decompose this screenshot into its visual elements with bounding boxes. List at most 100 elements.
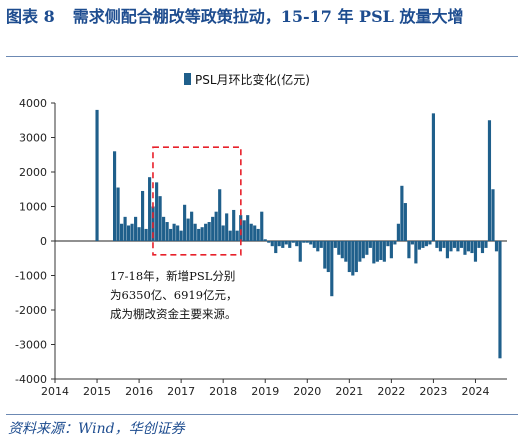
bar (169, 228, 173, 241)
bar (400, 185, 404, 241)
bar (326, 241, 330, 273)
bar (470, 241, 474, 254)
bar (277, 241, 281, 247)
bar (95, 109, 99, 242)
x-tick-label: 2018 (209, 385, 237, 398)
bar (291, 241, 295, 243)
y-tick-label: 2000 (19, 166, 47, 179)
y-tick-label: -2000 (15, 304, 47, 317)
bar (221, 225, 225, 241)
bar (365, 241, 369, 255)
y-tick-label: 4000 (19, 97, 47, 110)
bar (309, 241, 313, 245)
x-tick-label: 2019 (251, 385, 279, 398)
bar (148, 177, 152, 241)
bar (477, 241, 481, 248)
bar (249, 223, 253, 241)
y-tick-label: -1000 (15, 270, 47, 283)
bar (260, 211, 264, 241)
bar (382, 241, 386, 262)
bar (487, 120, 492, 241)
bar (253, 225, 257, 241)
bar (452, 241, 457, 248)
bar (354, 241, 358, 273)
x-tick-label: 2021 (335, 385, 363, 398)
bar (393, 241, 397, 245)
figure-label: 图表 8 (6, 7, 55, 26)
y-tick-label: -4000 (15, 373, 47, 386)
bar (302, 241, 306, 243)
bar (284, 241, 288, 245)
bar (459, 241, 464, 248)
bar (246, 215, 250, 242)
source-note: 资料来源：Wind，华创证券 (8, 421, 185, 437)
bar (361, 241, 365, 259)
bar (127, 225, 131, 241)
bar (368, 241, 372, 248)
bar (421, 241, 425, 248)
bar (312, 241, 316, 248)
bar (179, 230, 183, 241)
bar (119, 223, 124, 241)
bar (358, 241, 362, 262)
footer-divider (6, 414, 518, 415)
y-tick-label: 0 (40, 235, 47, 248)
bar (494, 241, 499, 252)
bar (197, 228, 201, 241)
bar (190, 211, 194, 241)
bar (431, 113, 435, 241)
bar (228, 230, 232, 241)
bar (232, 209, 236, 241)
bar (396, 223, 400, 241)
x-tick-label: 2022 (377, 385, 405, 398)
bar (218, 189, 222, 241)
y-tick-label: 3000 (19, 132, 47, 145)
bar (435, 241, 439, 248)
bar (162, 216, 166, 241)
bar (407, 241, 411, 259)
bar (410, 241, 414, 245)
bar (242, 220, 246, 241)
bar (200, 227, 204, 241)
bar (340, 241, 344, 259)
bar (491, 189, 495, 241)
annotation-line: 为6350亿、6919亿元， (110, 288, 238, 302)
annotation-line: 17-18年，新增PSL分别 (110, 269, 235, 283)
bar (235, 230, 239, 241)
overlays: PSL月环比变化(亿元) 17-18年，新增PSL分别为6350亿、6919亿元，… (110, 72, 310, 321)
bar (323, 241, 327, 269)
bar (298, 241, 302, 262)
bar (333, 241, 337, 248)
bar (428, 241, 432, 245)
bar (351, 241, 355, 276)
bar (123, 216, 127, 241)
bar (274, 241, 278, 254)
x-tick-label: 2014 (41, 385, 69, 398)
bar (319, 241, 323, 248)
bar (270, 241, 274, 247)
bar (137, 227, 141, 241)
bar (375, 241, 379, 262)
bar (372, 241, 376, 264)
bar (386, 241, 390, 247)
bars (95, 109, 502, 359)
bar (239, 215, 243, 242)
bar (456, 241, 460, 252)
bar (414, 241, 418, 264)
bar (417, 241, 421, 250)
bar (281, 241, 285, 248)
x-tick-label: 2017 (167, 385, 195, 398)
bar (463, 241, 467, 255)
bar (344, 241, 348, 262)
bar (186, 218, 190, 241)
bar (403, 203, 407, 241)
bar (141, 190, 145, 241)
bar (214, 211, 218, 241)
highlight-box (152, 146, 242, 256)
bar (207, 222, 211, 241)
x-tick-label: 2016 (125, 385, 153, 398)
annotation-line: 成为棚改资金主要来源。 (110, 307, 237, 321)
x-tick-label: 2024 (461, 385, 489, 398)
bar (449, 241, 453, 252)
bar (480, 241, 485, 254)
